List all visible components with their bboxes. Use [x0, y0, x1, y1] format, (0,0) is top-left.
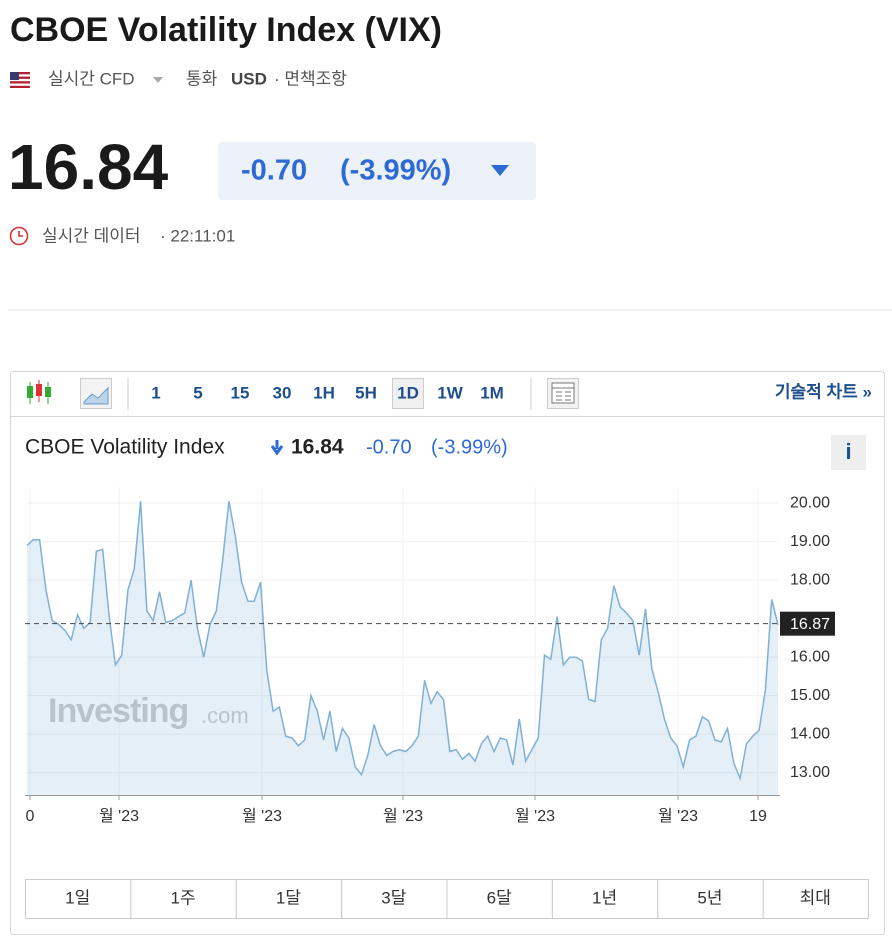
- info-button[interactable]: [831, 435, 866, 470]
- interval[interactable]: 1D: [397, 383, 419, 402]
- chart-down-arrow: [270, 440, 284, 456]
- currency: USD: [231, 69, 267, 88]
- disclaimer[interactable]: · 면책조항: [274, 69, 347, 88]
- range-label: 6달: [487, 888, 512, 907]
- interval-selected[interactable]: [392, 378, 424, 409]
- chart-price: 16.84: [291, 436, 344, 459]
- x-tick-label: 19: [749, 808, 767, 825]
- range-button[interactable]: [762, 879, 869, 919]
- range-button[interactable]: [551, 879, 659, 919]
- interval[interactable]: 5H: [355, 383, 377, 402]
- range-bar: 1일 1주 1달 3달 6달 1년 5년 최대: [25, 879, 869, 919]
- range-label: 1년: [592, 888, 617, 907]
- interval[interactable]: 5: [193, 383, 202, 402]
- watermark: Investing: [48, 692, 188, 730]
- range-button[interactable]: [235, 879, 343, 919]
- x-tick-label: 월 '23: [242, 807, 282, 825]
- line: [26, 501, 779, 782]
- status: 실시간 데이터: [42, 226, 141, 245]
- x-tick-label: 월 '23: [515, 807, 555, 825]
- y-tick-label: 13.00: [790, 764, 830, 781]
- interval[interactable]: 1W: [437, 383, 463, 402]
- y-tick-label: 19.00: [790, 533, 830, 550]
- range-button[interactable]: [657, 879, 764, 919]
- dropdown-arrow[interactable]: [153, 77, 163, 83]
- change-pct: (-3.99%): [340, 155, 451, 187]
- x-tick-label: 0: [26, 808, 35, 825]
- flag: [10, 72, 30, 88]
- x-tick-label: 월 '23: [99, 807, 139, 825]
- currency-label: 통화: [186, 69, 218, 88]
- chart-title: CBOE Volatility Index: [25, 436, 225, 459]
- range-label: 최대: [800, 888, 831, 907]
- range-label: 1주: [171, 888, 196, 907]
- price: 16.84: [8, 131, 169, 203]
- range-button[interactable]: [130, 879, 237, 919]
- plot: 13.00 14.00 15.00 16.00 18.00 19.00 20.00 Inves…: [25, 487, 835, 825]
- current-price-label: 16.87: [790, 616, 830, 633]
- range-label: 3달: [381, 888, 406, 907]
- change-box: [218, 142, 536, 200]
- y-tick-label: 15.00: [790, 687, 830, 704]
- range-button[interactable]: [446, 879, 553, 919]
- interval[interactable]: 1: [151, 383, 160, 402]
- range-label: 5년: [697, 888, 722, 907]
- watermark-suffix: .com: [201, 703, 249, 728]
- y-tick-label: 16.00: [790, 648, 830, 665]
- interval[interactable]: 15: [231, 383, 250, 402]
- interval[interactable]: 30: [273, 383, 292, 402]
- y-tick-label: 14.00: [790, 725, 830, 742]
- current-price-box: [780, 611, 835, 636]
- time: · 22:11:01: [160, 226, 235, 245]
- x-tick-label: 월 '23: [383, 807, 423, 825]
- x-tick-label: 월 '23: [658, 807, 698, 825]
- y-tick-label: 18.00: [790, 571, 830, 588]
- range-label: 1달: [276, 888, 301, 907]
- y-tick-label: 20.00: [790, 494, 830, 511]
- tech-chart-link[interactable]: 기술적 차트 »: [775, 382, 872, 401]
- candle-icon[interactable]: [27, 380, 51, 404]
- line-chart-icon: [83, 386, 109, 405]
- change: -0.70: [241, 155, 307, 187]
- interval[interactable]: 1M: [480, 383, 504, 402]
- chart-change: -0.70: [366, 436, 412, 458]
- down-arrow: [491, 165, 509, 176]
- area: [27, 501, 778, 795]
- info-label: i: [845, 439, 851, 464]
- interval[interactable]: 1H: [313, 383, 335, 402]
- table-icon[interactable]: [547, 378, 579, 409]
- market[interactable]: 실시간 CFD: [48, 69, 135, 88]
- chart-change-pct: (-3.99%): [431, 436, 508, 458]
- title: CBOE Volatility Index (VIX): [10, 11, 442, 49]
- range-button[interactable]: [341, 879, 448, 919]
- range-label: 1일: [65, 888, 90, 907]
- clock-icon: [9, 226, 29, 246]
- chart-widget: [10, 371, 885, 935]
